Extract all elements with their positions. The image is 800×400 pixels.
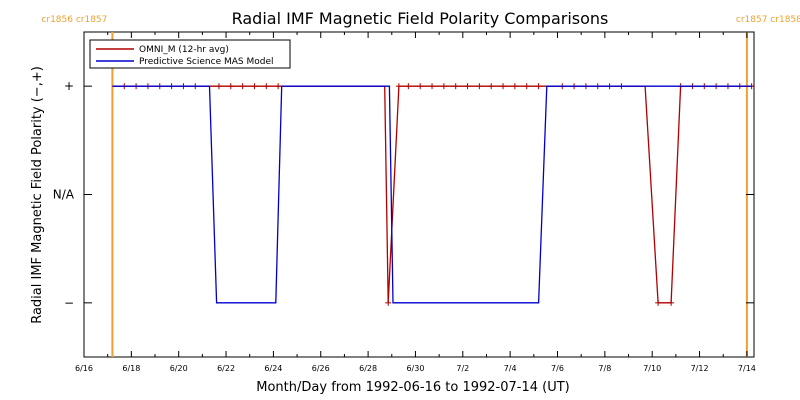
y-tick-label-2: − <box>64 296 74 310</box>
cr-label-1: cr1857 cr1858 <box>736 15 800 25</box>
series-0-point-24 <box>511 83 518 90</box>
x-tick-label-12: 7/10 <box>643 364 661 373</box>
x-tick-label-5: 6/26 <box>312 364 330 373</box>
series-0-point-22 <box>488 83 495 90</box>
x-axis: 6/16 6/18 6/20 6/22 6/24 6/26 6/28 6/30 7/2 7/4 7/… <box>75 32 756 373</box>
legend-box <box>89 39 291 69</box>
x-tick-label-9: 7/4 <box>504 364 517 373</box>
series-0-point-8 <box>227 83 234 90</box>
series-0-point-10 <box>251 83 258 90</box>
cr-label-0: cr1856 cr1857 <box>41 15 107 25</box>
series-0-point-12 <box>275 83 282 90</box>
y-tick-label-0: + <box>64 79 74 93</box>
series-0-point-14 <box>395 83 402 90</box>
series-0-point-34 <box>668 299 675 306</box>
series-0-point-19 <box>452 83 459 90</box>
x-tick-label-10: 7/6 <box>551 364 564 373</box>
series-0-point-33 <box>655 299 662 306</box>
y-axis: + N/A − <box>53 79 754 310</box>
x-tick-label-2: 6/20 <box>170 364 188 373</box>
series-0-point-13 <box>385 299 392 306</box>
y-axis-label: Radial IMF Magnetic Field Polarity (−,+) <box>30 66 45 324</box>
series-0-point-23 <box>500 83 507 90</box>
x-tick-label-8: 7/2 <box>456 364 469 373</box>
series-0-point-26 <box>535 83 542 90</box>
x-tick-label-0: 6/16 <box>75 364 93 373</box>
series-0-point-17 <box>429 83 436 90</box>
x-tick-label-7: 6/30 <box>406 364 424 373</box>
x-tick-label-1: 6/18 <box>122 364 140 373</box>
series-0-point-9 <box>239 83 246 90</box>
chart-title: Radial IMF Magnetic Field Polarity Compa… <box>232 9 609 28</box>
series-0-point-20 <box>464 83 471 90</box>
legend: OMNI_M (12-hr avg) Predictive Science MAS… <box>89 39 291 69</box>
series-0-point-18 <box>440 83 447 90</box>
series-0-point-11 <box>263 83 270 90</box>
series-0-point-15 <box>405 83 412 90</box>
series-0-point-7 <box>215 83 222 90</box>
series-0-point-21 <box>476 83 483 90</box>
series-line-1 <box>112 85 752 304</box>
x-axis-label: Month/Day from 1992-06-16 to 1992-07-14 … <box>256 380 569 395</box>
x-tick-label-13: 7/12 <box>691 364 709 373</box>
x-tick-label-11: 7/8 <box>598 364 611 373</box>
y-tick-label-1: N/A <box>53 188 75 202</box>
x-tick-label-6: 6/28 <box>359 364 377 373</box>
x-tick-label-4: 6/24 <box>264 364 282 373</box>
x-tick-label-3: 6/22 <box>217 364 235 373</box>
series-line-0 <box>112 85 752 304</box>
series-0-point-25 <box>523 83 530 90</box>
legend-label-1: Predictive Science MAS Model <box>139 57 274 67</box>
x-tick-label-14: 7/14 <box>738 364 756 373</box>
legend-label-0: OMNI_M (12-hr avg) <box>139 45 229 55</box>
series-group <box>112 83 755 306</box>
plot-frame <box>83 31 755 358</box>
series-0-point-16 <box>417 83 424 90</box>
